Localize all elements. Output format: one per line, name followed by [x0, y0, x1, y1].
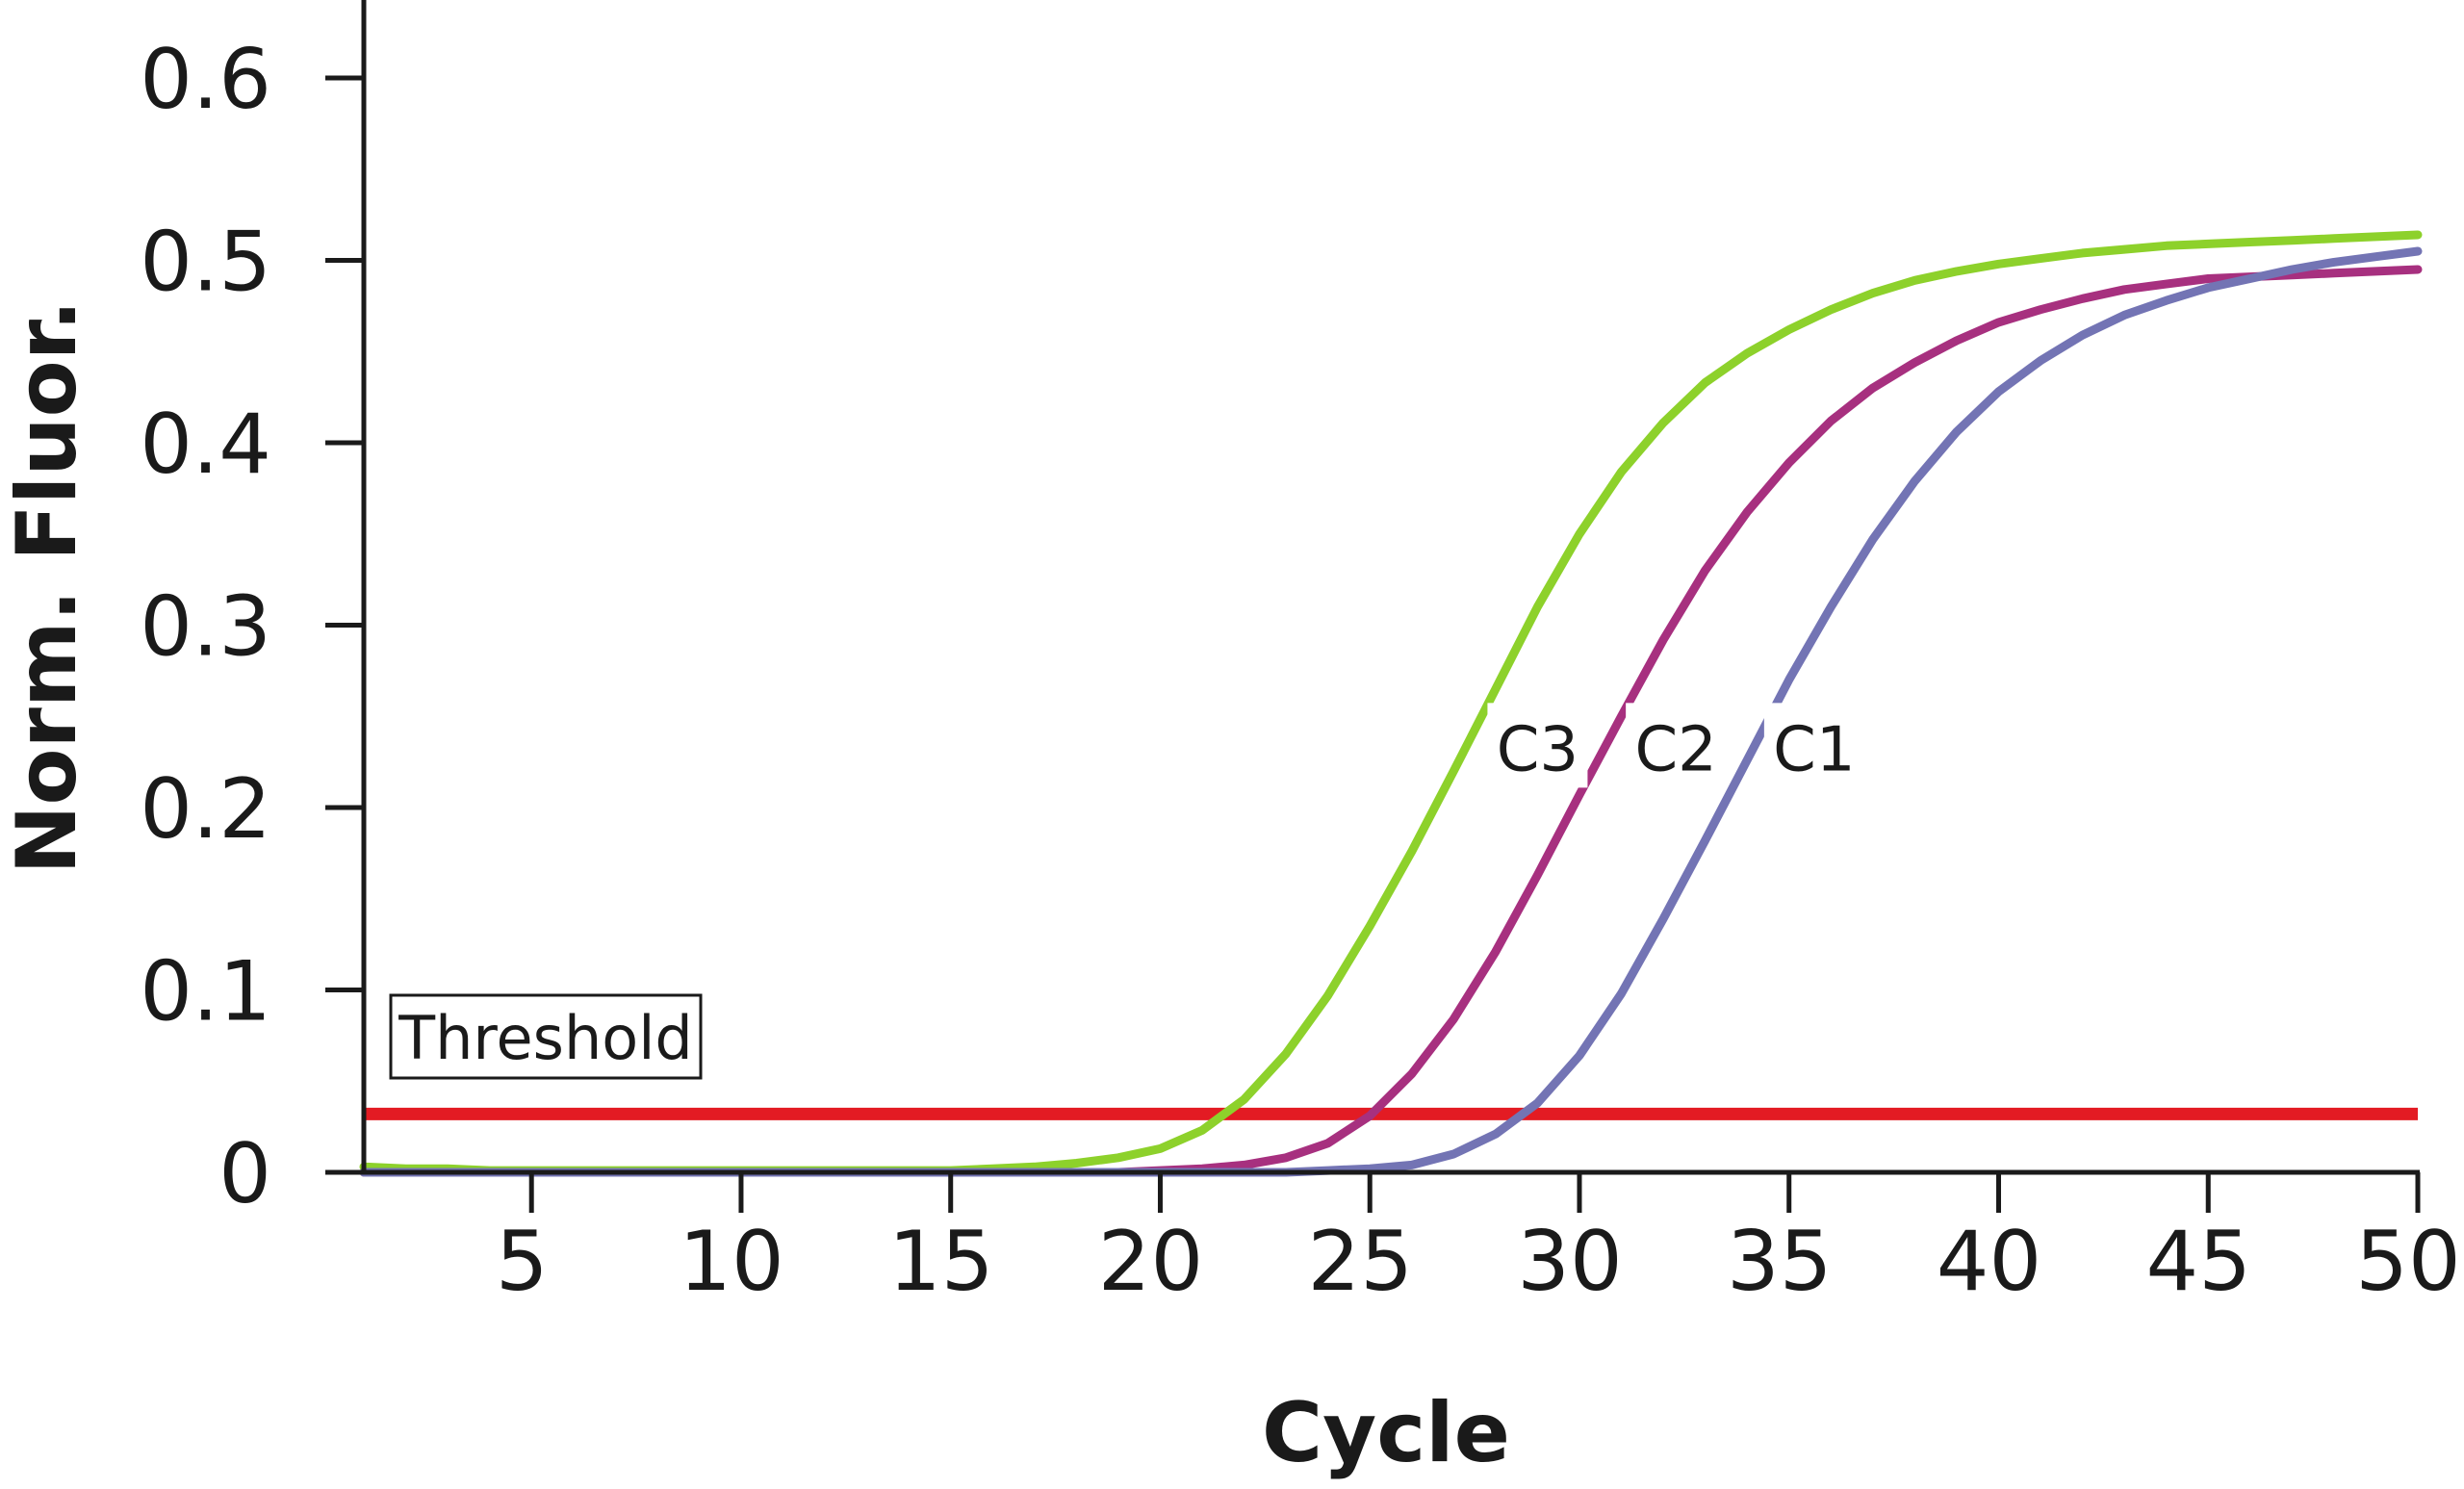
x-tick-label: 20 [1098, 1214, 1203, 1310]
x-tick-label: 40 [1937, 1214, 2041, 1310]
y-tick-label: 0.1 [140, 944, 271, 1040]
series-label-backing [1626, 703, 1727, 788]
x-tick-label: 15 [888, 1214, 993, 1310]
series-label-backing [1487, 703, 1588, 788]
labels-layer: Cycle Norm. Fluor. C3 C2 C1 Threshold [0, 299, 1864, 1481]
threshold-label: Threshold [398, 1003, 693, 1073]
series-label-c1: C1 [1773, 714, 1855, 785]
threshold-label-box [389, 993, 703, 1080]
axes-layer: 0 0.1 0.2 0.3 0.4 0.5 0.6 5 10 15 20 25 30 35 40 45 50 [140, 0, 2461, 1310]
x-tick-label: 10 [679, 1214, 783, 1310]
x-tick-label: 45 [2146, 1214, 2251, 1310]
y-tick-label: 0 [218, 1126, 271, 1222]
y-tick-label: 0.4 [140, 397, 271, 493]
x-tick-label: 35 [1727, 1214, 1832, 1310]
y-tick-label: 0.5 [140, 215, 271, 311]
series-label-backing [1763, 703, 1864, 788]
y-tick-label: 0.2 [140, 761, 271, 858]
x-tick-label: 50 [2355, 1214, 2460, 1310]
y-tick-label: 0.6 [140, 32, 271, 128]
series-label-c2: C2 [1634, 714, 1716, 785]
x-tick-label: 5 [496, 1214, 549, 1310]
x-tick-label: 30 [1517, 1214, 1622, 1310]
series-label-c3: C3 [1497, 714, 1578, 785]
x-axis-title: Cycle [1262, 1385, 1510, 1481]
y-axis-title: Norm. Fluor. [0, 299, 95, 874]
x-tick-label: 25 [1308, 1214, 1413, 1310]
y-tick-label: 0.3 [140, 579, 271, 676]
